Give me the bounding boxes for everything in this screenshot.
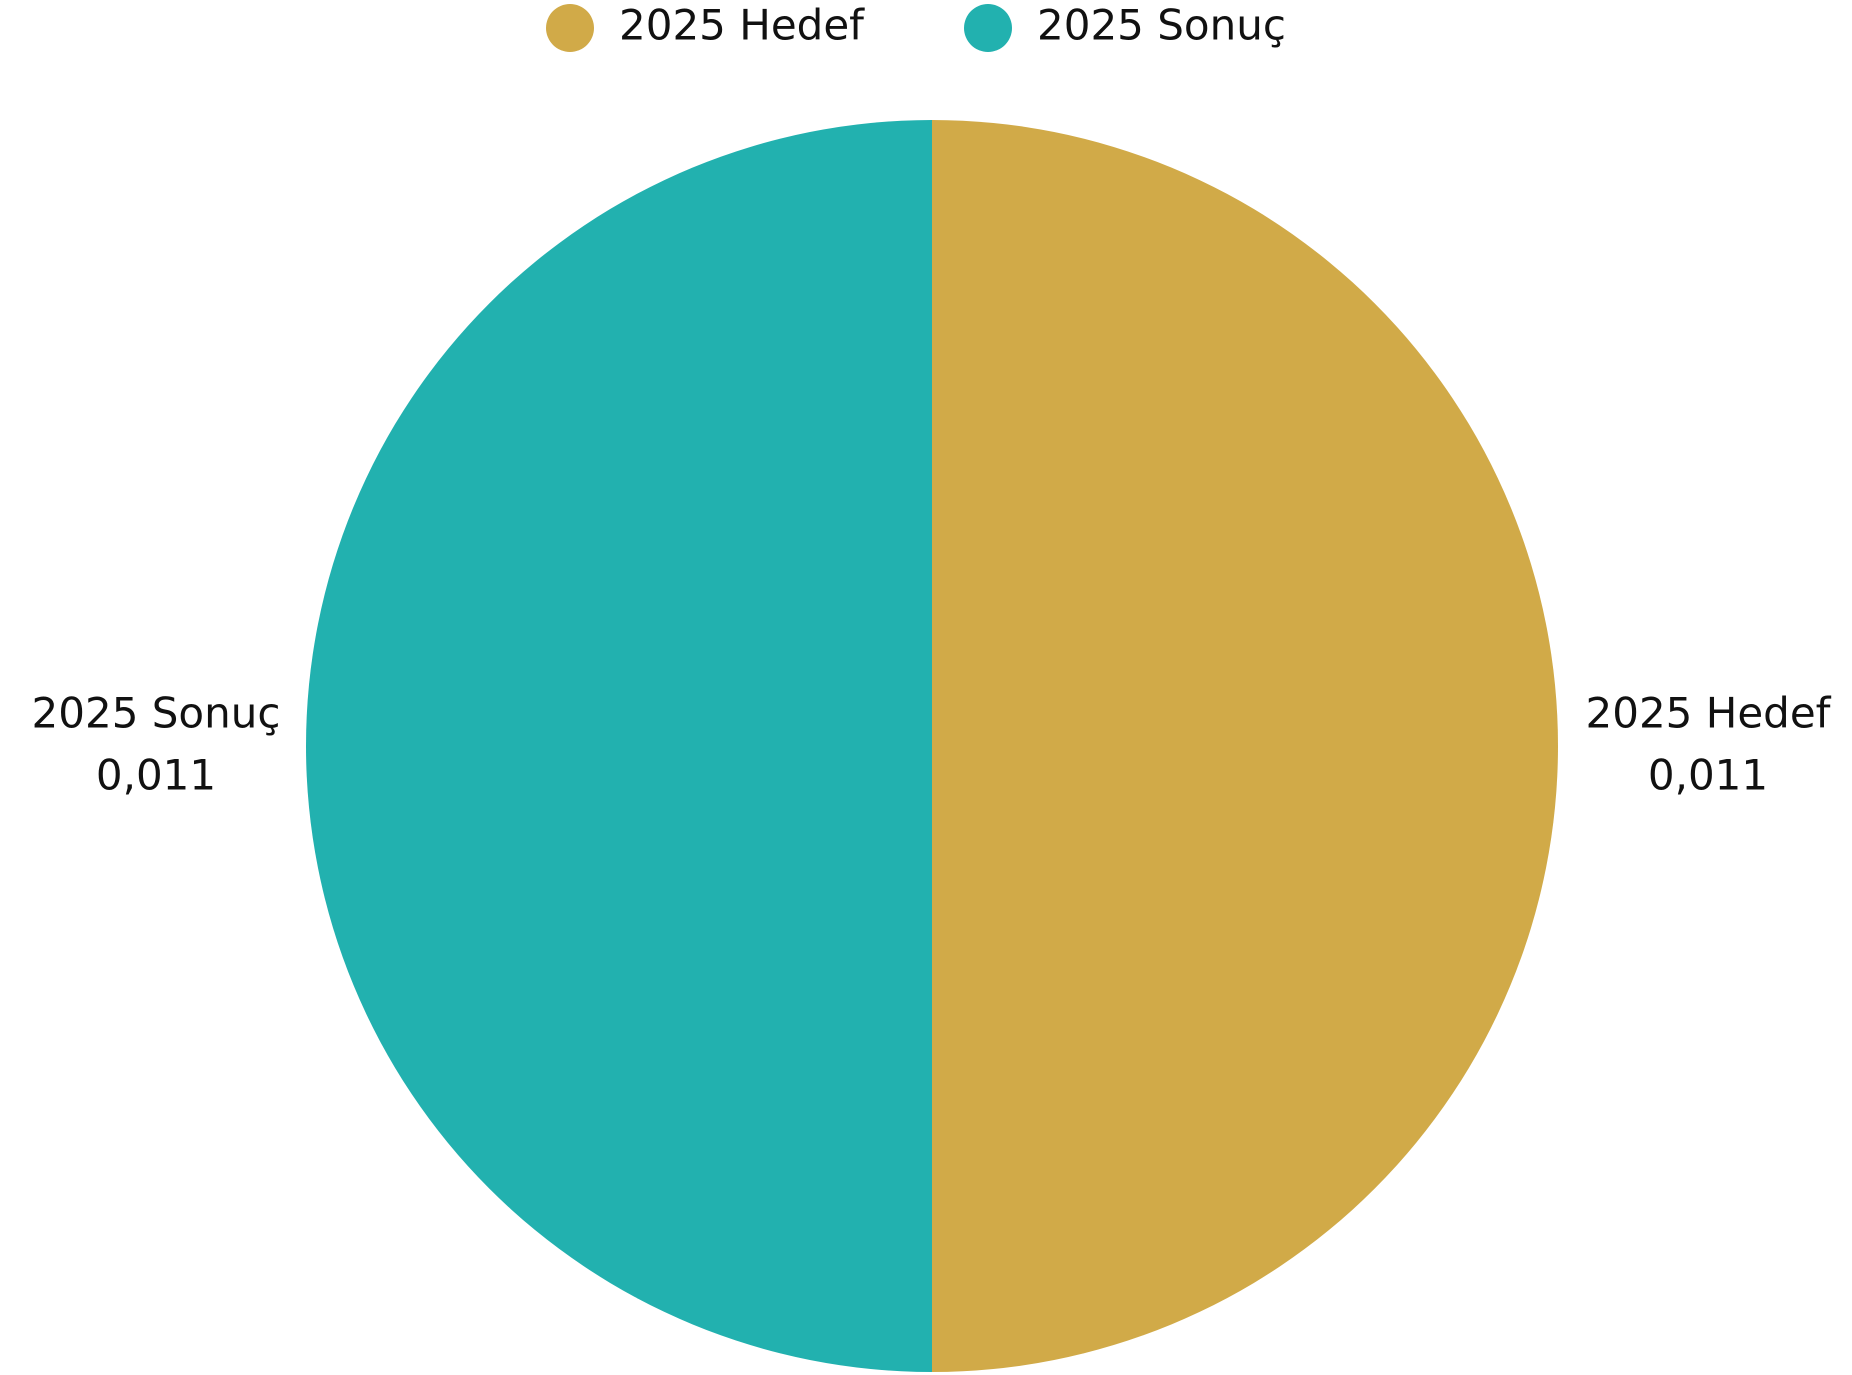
- slice-category-label: 2025 Sonuç: [32, 689, 281, 738]
- pie-slice: [932, 120, 1558, 1372]
- pie-slice: [306, 120, 932, 1372]
- legend-marker: [964, 4, 1012, 52]
- legend-label: 2025 Sonuç: [1037, 1, 1286, 50]
- slice-category-label: 2025 Hedef: [1586, 689, 1832, 738]
- slice-value-label: 0,011: [1648, 751, 1768, 800]
- legend-label: 2025 Hedef: [619, 1, 865, 50]
- slice-value-label: 0,011: [96, 751, 216, 800]
- legend-marker: [546, 4, 594, 52]
